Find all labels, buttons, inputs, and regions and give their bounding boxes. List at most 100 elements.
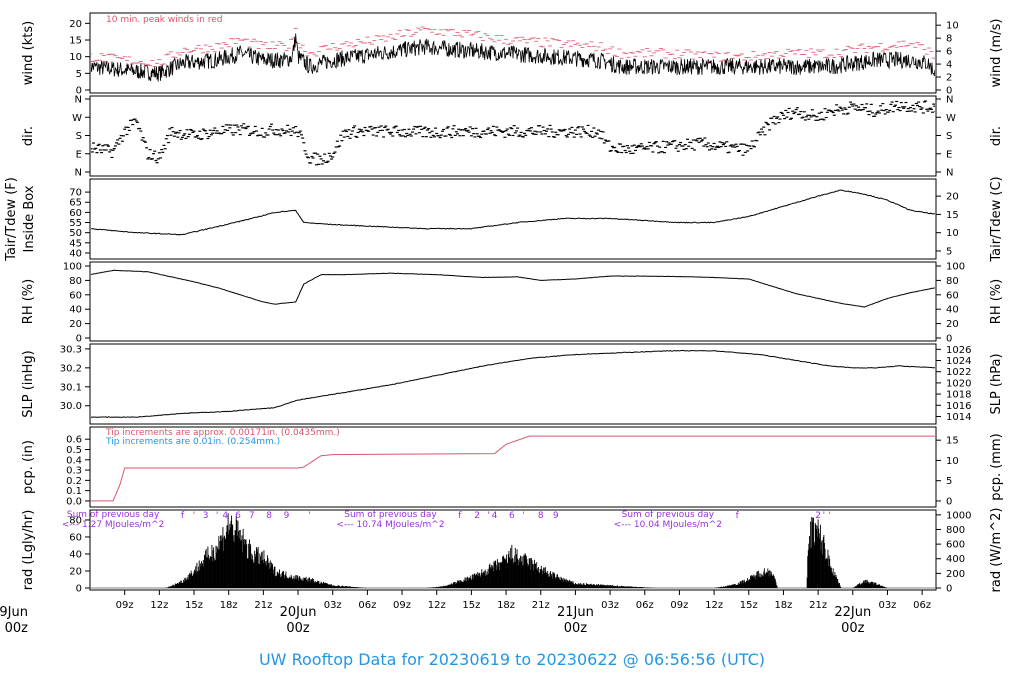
y-tick-right-label: 20 (946, 319, 959, 330)
series-group (91, 349, 935, 418)
y-tick-right-label: 200 (946, 569, 965, 580)
y-tick-right-label: 0 (946, 496, 952, 507)
y-tick-label: 30.3 (60, 344, 82, 355)
y-tick-label: 100 (63, 262, 82, 273)
y-tick-label: 0.0 (66, 496, 82, 507)
y-tick-right-label: W (946, 113, 956, 124)
hour-mark: 6 (235, 511, 241, 521)
x-tick-label: 09z (393, 600, 411, 611)
panel-frame (89, 178, 937, 260)
y-axis-label: dir. (21, 126, 36, 146)
y-tick-label: 30.2 (60, 363, 82, 374)
y-tick-label: E (76, 149, 82, 160)
tip-increment-note: Tip increments are 0.01in. (0.254mm.) (105, 437, 280, 447)
x-tick-label: 03z (324, 600, 342, 611)
y-tick-label: 45 (69, 238, 82, 249)
y-tick-label: 0.1 (66, 486, 82, 497)
y-tick-label: 30.0 (60, 401, 82, 412)
y-tick-right-label: S (946, 131, 952, 142)
y-tick-label: 40 (69, 248, 82, 259)
panel-pcp: 0.00.10.20.30.40.50.6 0 5 10 15 pcp. (in) pcp.… (21, 426, 1004, 508)
panel-rh: 0 20 40 60 80 100 0 20 40 60 80 100 RH (%) RH (%) (21, 261, 1004, 345)
x-day-sublabel: 00z (5, 621, 29, 636)
y-axis-label: SLP (inHg) (21, 350, 36, 418)
y-axis-label: wind (kts) (21, 21, 36, 85)
y-tick-label: 0.4 (66, 455, 82, 466)
y-tick-right-label: 10 (946, 228, 959, 239)
y-tick-right-label: 1014 (946, 412, 971, 423)
hour-mark: ' (193, 511, 195, 521)
y-axis-label-right: rad (W/m^2) (989, 508, 1004, 593)
hour-mark: 7 (249, 511, 255, 521)
y-tick-label: 0.2 (66, 476, 82, 487)
wind-speed-line (91, 33, 935, 82)
y-tick-right-label: 1024 (946, 356, 971, 367)
y-tick-label: 5 (76, 69, 82, 80)
radiation-sum-value: <--- 1.27 MJoules/m^2 (62, 520, 164, 530)
x-day-label: 20Jun (280, 605, 317, 620)
hour-mark: ' (216, 511, 218, 521)
y-tick-label: 80 (69, 276, 82, 287)
y-tick-label: 60 (69, 290, 82, 301)
radiation-sum-value: <--- 10.04 MJoules/m^2 (614, 520, 722, 530)
hour-mark: ' (823, 511, 825, 521)
hour-mark: 9 (553, 511, 559, 521)
series-group (91, 26, 935, 82)
y-tick-label: 70 (69, 188, 82, 199)
y-tick-right-label: 5 (946, 476, 952, 487)
x-tick-label: 12z (705, 600, 723, 611)
y-tick-right-label: 0 (946, 334, 952, 345)
panel-slp: 30.0 30.1 30.2 30.3 101410161018102010221024… (21, 343, 1004, 425)
y-tick-right-label: 1020 (946, 378, 971, 389)
hour-mark: ' (308, 511, 310, 521)
hour-mark: ' (828, 511, 830, 521)
x-tick-label: 12z (428, 600, 446, 611)
radiation-sum-title: Sum of previous day (67, 510, 160, 520)
panel-frame (89, 261, 937, 342)
x-tick-label: 03z (878, 600, 896, 611)
peak-wind-note: 10 min. peak winds in red (106, 15, 223, 25)
x-tick-label: 18z (220, 600, 238, 611)
y-tick-label: 65 (69, 198, 82, 209)
x-tick-label: 03z (601, 600, 619, 611)
series-group (91, 513, 935, 589)
hour-mark: 8 (266, 511, 272, 521)
radiation-sum-value: <--- 10.74 MJoules/m^2 (336, 520, 444, 530)
series-group (91, 435, 935, 502)
y-tick-label: 40 (69, 305, 82, 316)
x-tick-label: 06z (913, 600, 931, 611)
y-tick-right-label: 400 (946, 554, 965, 565)
y-tick-right-label: N (946, 168, 953, 179)
x-tick-label: 09z (116, 600, 134, 611)
y-axis-label: rad (Lgly/hr) (21, 510, 36, 591)
y-tick-right-label: 40 (946, 305, 959, 316)
y-tick-right-label: 100 (946, 262, 965, 273)
y-tick-label: 60 (69, 532, 82, 543)
panel-frame (89, 343, 937, 425)
y-tick-right-label: 1000 (946, 510, 971, 521)
y-tick-right-label: 800 (946, 525, 965, 536)
y-tick-label: 40 (69, 549, 82, 560)
y-tick-right-label: 80 (946, 276, 959, 287)
pcp-line (91, 435, 935, 502)
y-tick-label: 50 (69, 228, 82, 239)
x-day-sublabel: 00z (286, 621, 310, 636)
x-tick-label: 06z (636, 600, 654, 611)
x-day-label: 21Jun (557, 605, 594, 620)
y-tick-label: S (76, 131, 82, 142)
y-tick-right-label: 1022 (946, 367, 971, 378)
y-tick-right-label: 6 (946, 47, 952, 58)
temp-line (91, 189, 935, 236)
y-axis-label-right: SLP (hPa) (989, 353, 1004, 414)
radiation-sum-title: Sum of previous day (622, 510, 715, 520)
hour-mark: 4 (492, 511, 498, 521)
hour-mark: f (458, 511, 462, 521)
y-tick-label: 20 (69, 319, 82, 330)
y-tick-right-label: 15 (946, 210, 959, 221)
y-axis-label-right: pcp. (mm) (989, 433, 1004, 500)
x-tick-label: 09z (670, 600, 688, 611)
y-tick-right-label: 1026 (946, 345, 971, 356)
y-tick-label: N (75, 95, 82, 106)
